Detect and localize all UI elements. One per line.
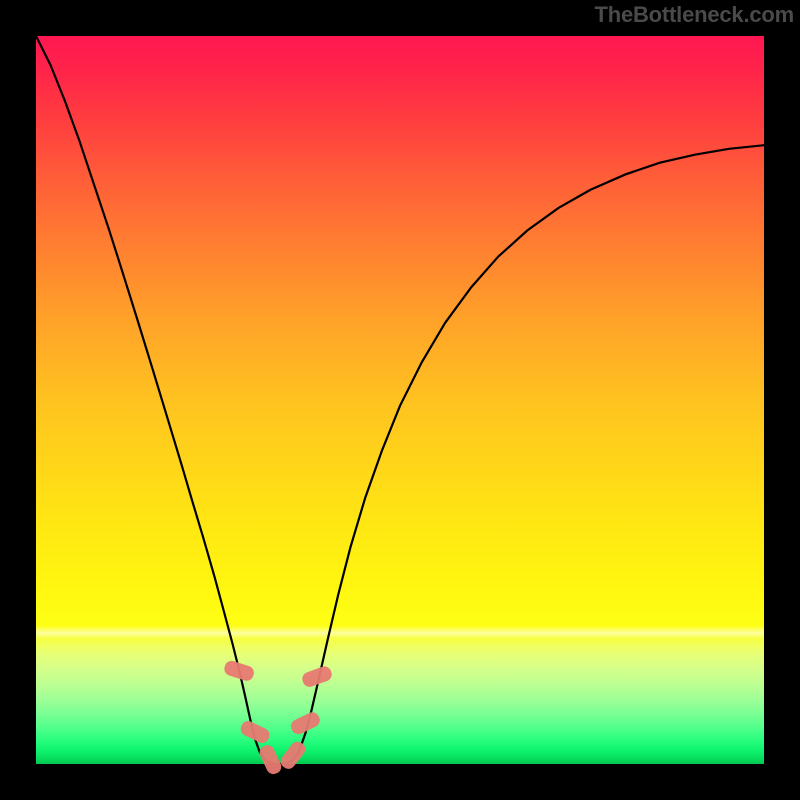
chart-svg xyxy=(0,0,800,800)
watermark-text: TheBottleneck.com xyxy=(594,2,794,28)
plot-background xyxy=(36,36,764,764)
root: TheBottleneck.com xyxy=(0,0,800,800)
